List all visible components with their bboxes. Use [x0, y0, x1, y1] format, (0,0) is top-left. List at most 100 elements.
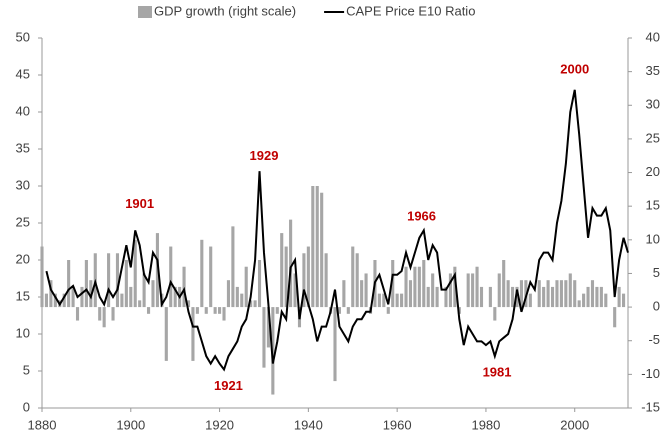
bar [98, 307, 102, 321]
bar [493, 307, 497, 321]
bar [275, 307, 279, 314]
bar [337, 307, 341, 314]
bar [582, 293, 586, 308]
y2-tick-label: -10 [641, 366, 660, 381]
bar [191, 307, 195, 361]
bar [266, 307, 270, 348]
bar [550, 286, 555, 308]
bar [200, 239, 204, 308]
bar [559, 280, 563, 308]
bar [479, 286, 484, 308]
bar [497, 273, 501, 308]
bar [324, 253, 328, 308]
bar [204, 307, 208, 314]
bar [351, 246, 355, 308]
bar [546, 280, 550, 308]
bar [289, 219, 293, 308]
bar [40, 246, 44, 308]
bar [426, 286, 430, 308]
bar [53, 293, 57, 308]
bar [195, 307, 199, 314]
bar [240, 293, 244, 308]
y2-tick-label: -5 [648, 332, 660, 347]
bar [466, 273, 470, 308]
y-tick-label: 40 [16, 103, 30, 118]
bar [577, 300, 581, 308]
bar [417, 266, 421, 308]
y-tick-label: 0 [23, 399, 30, 414]
bar [391, 260, 395, 308]
y-tick-label: 10 [16, 325, 30, 340]
y-tick-label: 20 [16, 251, 30, 266]
bar [444, 286, 448, 308]
bar [115, 253, 120, 308]
bar [431, 273, 435, 308]
bar [231, 226, 235, 308]
y2-tick-label: 30 [646, 97, 660, 112]
bar [133, 239, 137, 308]
bar [528, 293, 532, 308]
y-tick-label: 30 [16, 177, 30, 192]
annotation: 2000 [560, 61, 589, 76]
bar [75, 307, 80, 321]
bar [138, 300, 142, 308]
y2-tick-label: 10 [646, 231, 660, 246]
y2-tick-label: 35 [646, 63, 660, 78]
y2-tick-label: 15 [646, 198, 660, 213]
x-tick-label: 1980 [471, 417, 500, 432]
bar [568, 273, 572, 308]
y2-tick-label: 5 [653, 265, 660, 280]
bar [475, 266, 479, 308]
bar [413, 266, 417, 308]
bar [284, 246, 288, 308]
bar [218, 307, 222, 314]
legend-label: GDP growth (right scale) [154, 3, 296, 18]
bar [107, 253, 111, 308]
annotation: 1921 [214, 378, 243, 393]
bar [186, 300, 191, 308]
bar [355, 253, 359, 308]
bar [346, 307, 350, 314]
bar [622, 293, 626, 308]
bar [604, 293, 608, 308]
bar [102, 307, 106, 328]
bar [111, 307, 115, 321]
bar [49, 280, 53, 308]
bar [315, 186, 319, 308]
bar [71, 286, 75, 308]
bar [84, 260, 88, 308]
bar [209, 246, 213, 308]
bar [67, 260, 71, 308]
bar [333, 307, 337, 382]
bar [129, 286, 133, 308]
bar [293, 273, 297, 308]
bar [124, 260, 128, 308]
bar [511, 286, 515, 308]
bar [395, 293, 399, 308]
bar [613, 307, 617, 328]
y-tick-label: 50 [16, 29, 30, 44]
bar [404, 266, 408, 308]
bar [448, 273, 452, 308]
bar [360, 280, 364, 308]
legend-swatch [138, 6, 152, 18]
x-tick-label: 1960 [383, 417, 412, 432]
bar [213, 307, 217, 314]
bar [249, 300, 253, 308]
x-tick-label: 1900 [116, 417, 145, 432]
y-tick-label: 25 [16, 214, 30, 229]
bar [182, 266, 186, 308]
legend-label: CAPE Price E10 Ratio [346, 3, 475, 18]
bar [235, 286, 239, 308]
bar [488, 286, 492, 308]
annotation: 1901 [125, 196, 154, 211]
bar [62, 293, 66, 308]
bar [257, 260, 262, 308]
bar [302, 253, 306, 308]
bar [599, 286, 603, 308]
bar [311, 186, 315, 308]
bar [471, 273, 475, 308]
x-tick-label: 1920 [205, 417, 234, 432]
bar [222, 307, 226, 321]
bar [173, 286, 177, 308]
